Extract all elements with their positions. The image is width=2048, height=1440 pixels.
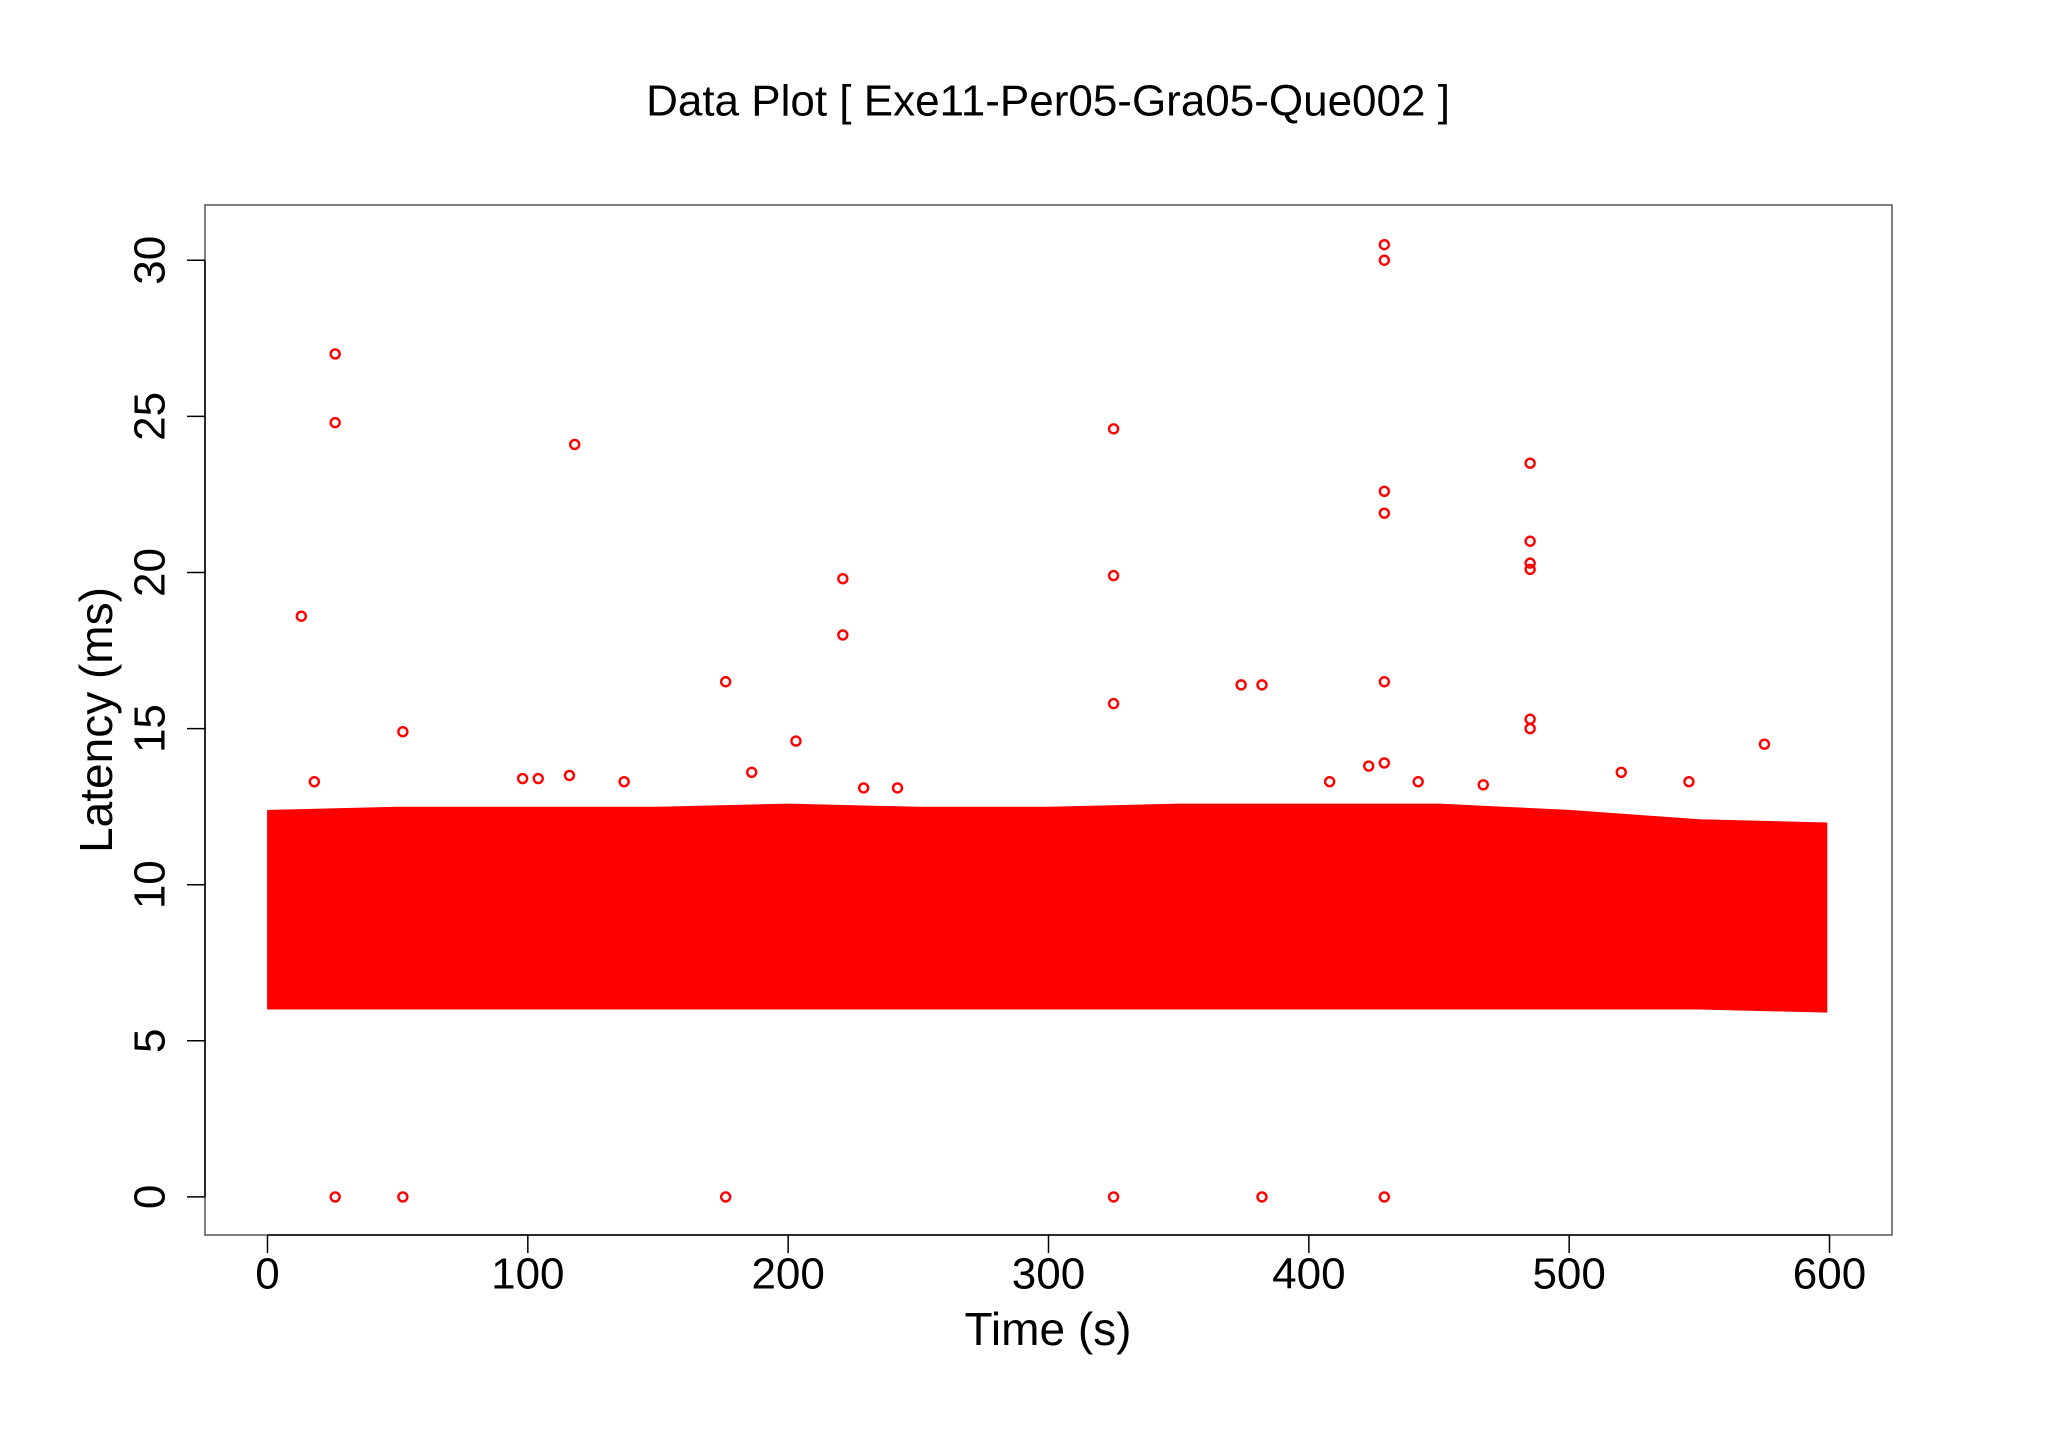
data-point bbox=[1524, 722, 1536, 735]
data-point bbox=[1107, 423, 1120, 435]
x-axis-label: Time (s) bbox=[965, 1303, 1132, 1355]
data-point bbox=[1235, 679, 1247, 691]
data-point bbox=[1378, 676, 1391, 688]
data-point bbox=[1524, 535, 1536, 547]
data-point bbox=[1378, 507, 1391, 519]
y-tick-label: 20 bbox=[126, 548, 175, 597]
data-point bbox=[1524, 563, 1536, 576]
x-tick-label: 600 bbox=[1793, 1250, 1866, 1299]
data-point bbox=[1758, 738, 1771, 750]
data-point bbox=[532, 772, 544, 785]
x-tick-label: 400 bbox=[1272, 1250, 1345, 1299]
chart-title: Data Plot [ Exe11-Per05-Gra05-Que002 ] bbox=[646, 77, 1450, 126]
data-point bbox=[1256, 679, 1268, 691]
data-point bbox=[1107, 1191, 1120, 1203]
x-tick-label: 0 bbox=[255, 1250, 279, 1299]
y-axis-label: Latency (ms) bbox=[70, 587, 122, 853]
data-point bbox=[1378, 254, 1391, 266]
y-tick-label: 5 bbox=[126, 1029, 175, 1053]
y-tick-label: 10 bbox=[126, 860, 175, 909]
data-point bbox=[329, 348, 341, 360]
data-point bbox=[1524, 713, 1536, 725]
x-tick-label: 200 bbox=[751, 1250, 824, 1299]
data-point bbox=[837, 629, 849, 641]
data-point bbox=[295, 610, 308, 622]
data-point bbox=[1524, 457, 1536, 469]
data-point bbox=[516, 772, 529, 785]
data-point bbox=[746, 766, 758, 778]
data-point bbox=[1477, 779, 1489, 791]
y-tick-label: 30 bbox=[126, 236, 175, 285]
x-tick-label: 100 bbox=[491, 1250, 564, 1299]
data-point bbox=[790, 735, 802, 747]
data-point bbox=[308, 775, 321, 788]
x-tick-label: 500 bbox=[1532, 1250, 1605, 1299]
data-point bbox=[563, 769, 576, 782]
data-point bbox=[1412, 775, 1424, 788]
data-point bbox=[1378, 485, 1391, 498]
data-point bbox=[1378, 757, 1391, 769]
data-point bbox=[837, 573, 849, 585]
y-tick-label: 0 bbox=[126, 1185, 175, 1209]
data-point bbox=[1107, 569, 1120, 582]
y-tick-label: 15 bbox=[126, 704, 175, 753]
data-point bbox=[857, 782, 870, 794]
data-point bbox=[719, 1191, 732, 1203]
data-point bbox=[329, 416, 341, 429]
dense-points-band bbox=[267, 803, 1828, 1013]
x-tick-label: 300 bbox=[1012, 1250, 1085, 1299]
data-point bbox=[1107, 697, 1120, 710]
data-point bbox=[719, 676, 732, 688]
data-point bbox=[397, 726, 409, 738]
data-point bbox=[1323, 775, 1336, 788]
data-point bbox=[891, 782, 904, 794]
data-point bbox=[1378, 238, 1391, 251]
data-point bbox=[568, 438, 581, 451]
data-point bbox=[1363, 760, 1375, 772]
data-point bbox=[329, 1191, 341, 1203]
plot-frame bbox=[204, 204, 1893, 1236]
data-point bbox=[1683, 775, 1695, 788]
data-point bbox=[1524, 557, 1536, 569]
data-point bbox=[1378, 1191, 1391, 1203]
data-point bbox=[397, 1191, 409, 1203]
data-point bbox=[1256, 1191, 1268, 1203]
data-point bbox=[1615, 766, 1627, 778]
y-tick-label: 25 bbox=[126, 392, 175, 441]
data-point bbox=[618, 775, 630, 788]
